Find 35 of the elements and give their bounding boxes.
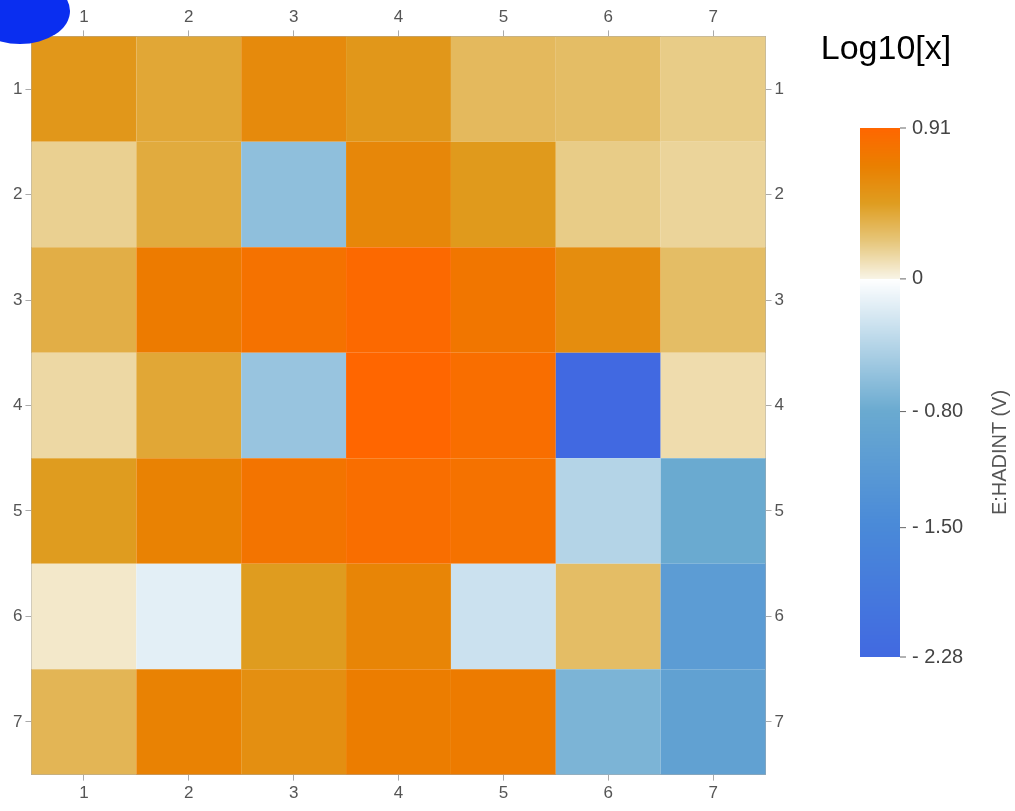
x-tick-label: 3	[288, 783, 299, 803]
category-label: 6	[603, 6, 613, 26]
y-tick-label: 4	[12, 395, 23, 415]
color-bar-label: 0	[912, 266, 924, 289]
category-label: 5	[774, 500, 785, 520]
text: Log10[x]	[820, 28, 952, 67]
category-label: 6	[774, 606, 785, 626]
x-tick-label: 5	[498, 783, 509, 803]
category-label: 4	[774, 395, 785, 415]
category-label: 7	[708, 6, 718, 26]
category-label: 2	[184, 6, 194, 26]
category-label: 1	[774, 78, 785, 98]
color-bar-label: - 2.28	[912, 644, 964, 667]
category-label: 3	[774, 289, 785, 309]
category-label: 4	[393, 6, 404, 26]
color-bar-label: 0.91	[912, 115, 951, 138]
y-tick-label: 2	[12, 184, 23, 204]
category-label: 3	[288, 6, 299, 26]
x-tick-label: 4	[393, 783, 404, 803]
category-label: 5	[498, 6, 509, 26]
x-tick-label: 1	[79, 783, 89, 803]
category-label: 7	[774, 711, 785, 731]
color-bar-title: E:HADINT (V)	[987, 389, 1010, 516]
color-bar-label: - 1.50	[912, 515, 964, 538]
x-tick-label: 2	[184, 783, 194, 803]
x-tick-label: 7	[708, 783, 718, 803]
color-bar-label: - 0.80	[912, 399, 964, 422]
x-tick-label: 6	[603, 783, 613, 803]
y-tick-label: 1	[12, 78, 23, 98]
category-label: 2	[774, 184, 785, 204]
y-tick-label: 6	[12, 606, 23, 626]
category-label: 1	[79, 6, 89, 26]
y-tick-label: 5	[12, 500, 23, 520]
y-tick-label: 7	[12, 711, 23, 731]
y-tick-label: 3	[12, 289, 23, 309]
